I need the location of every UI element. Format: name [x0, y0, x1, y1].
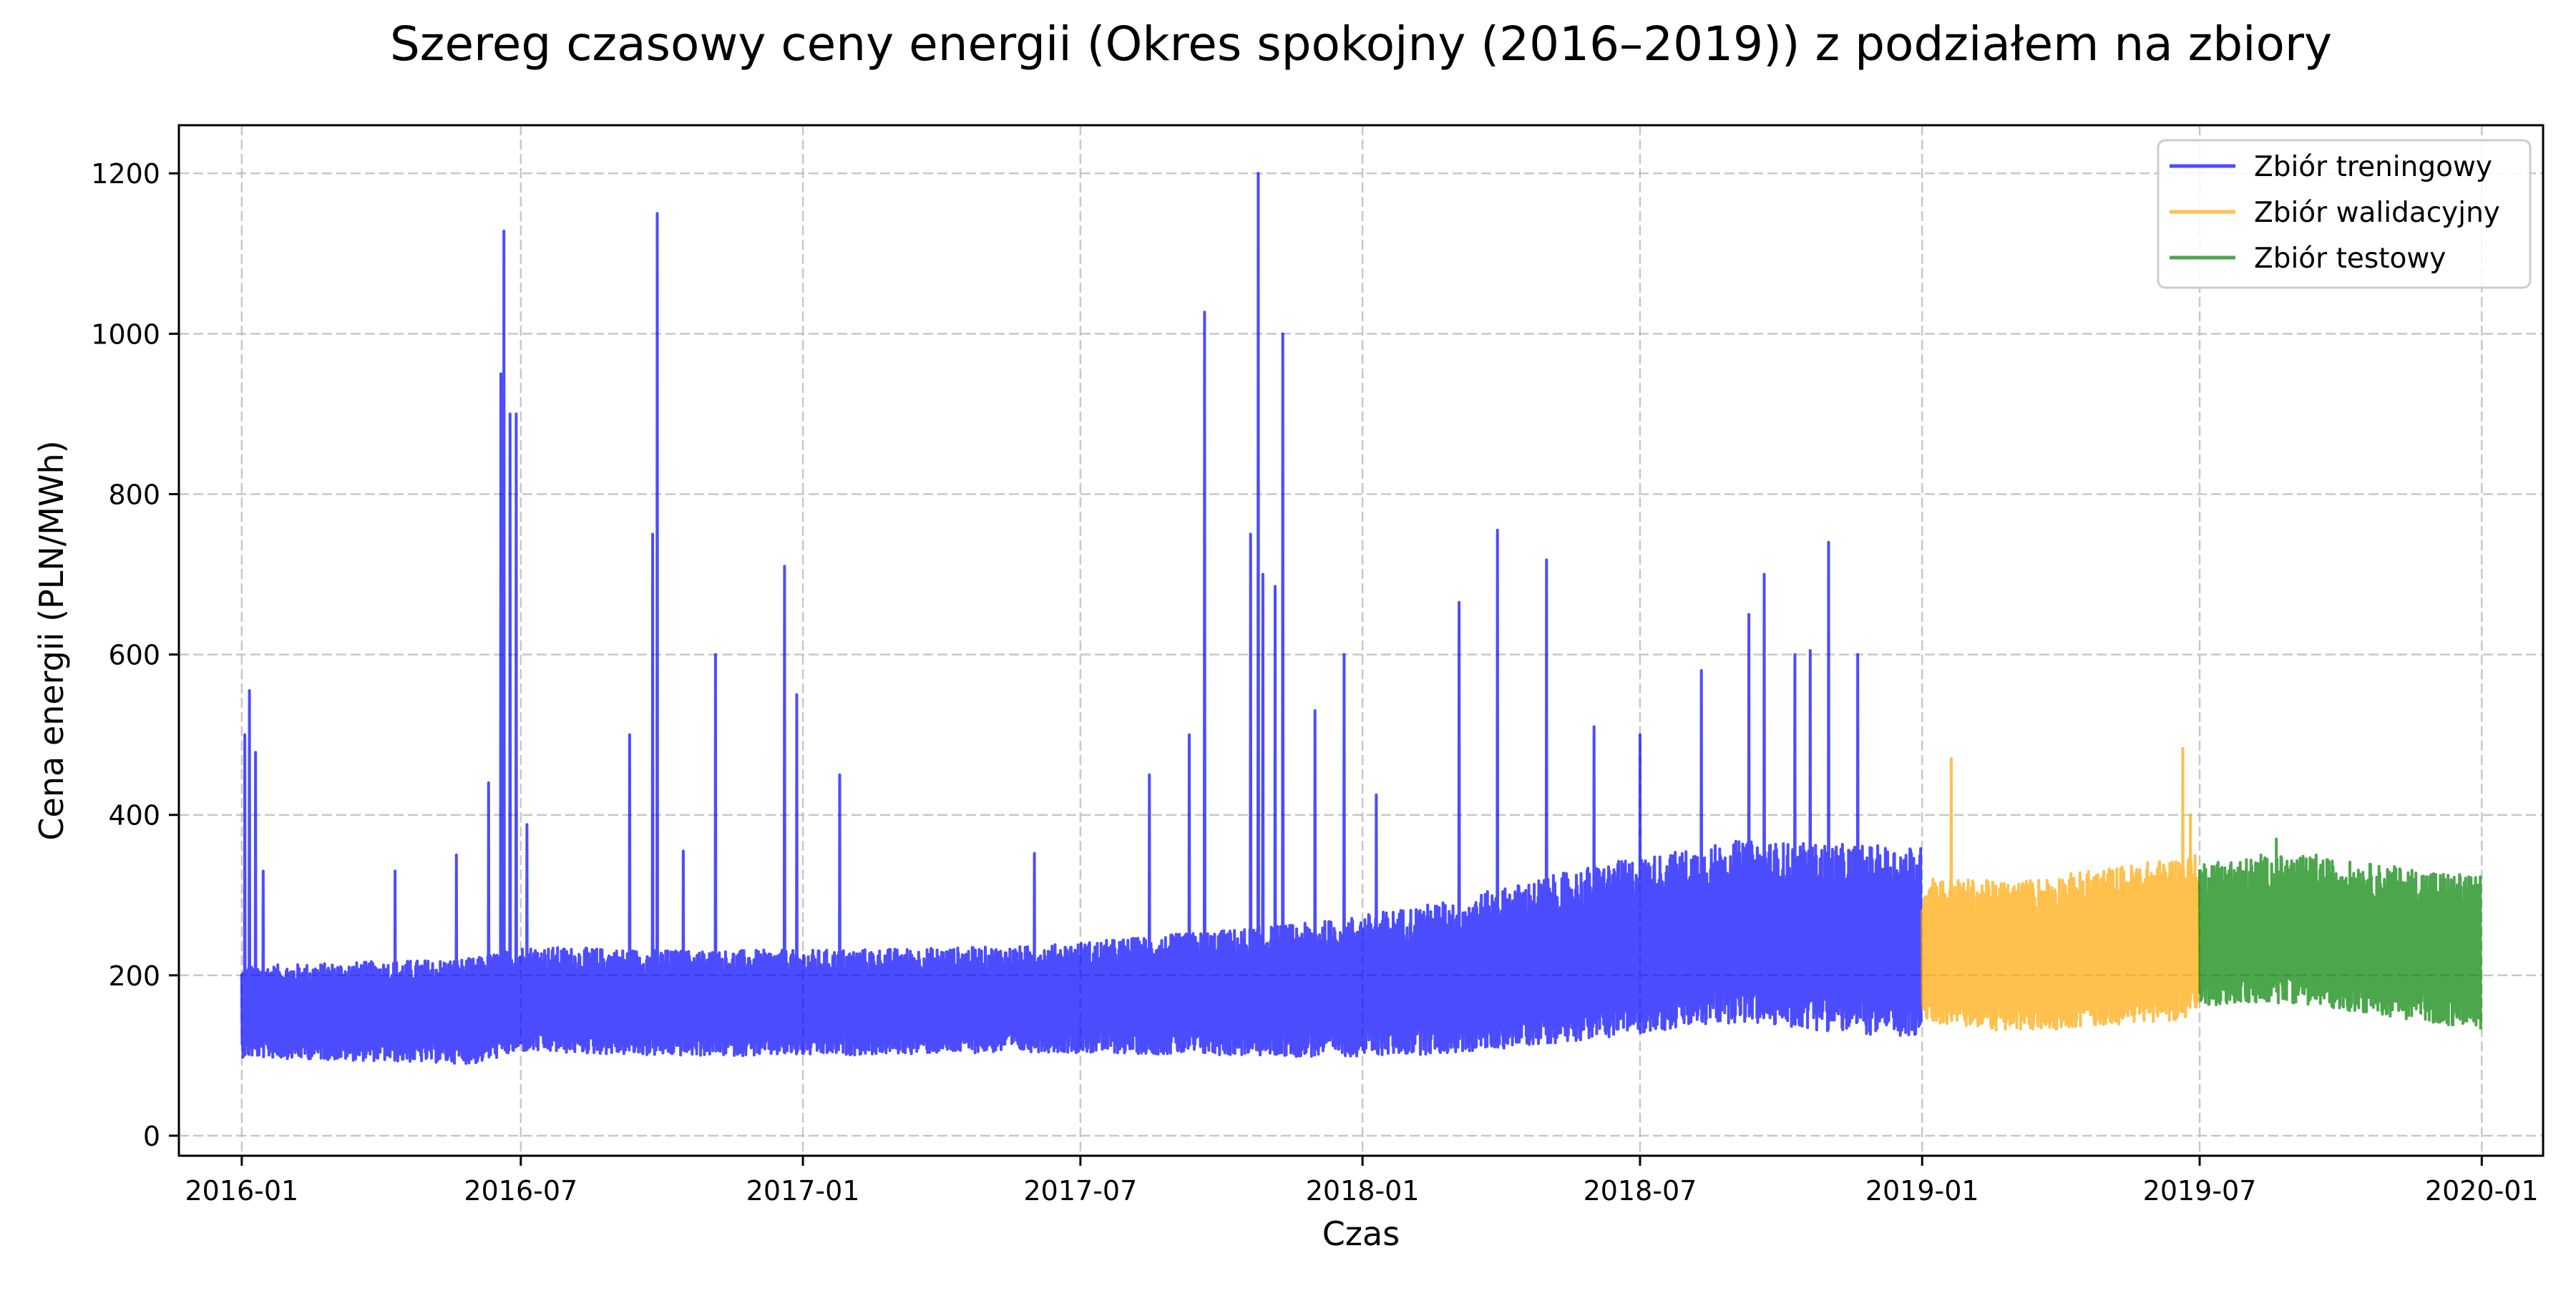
- x-tick-label: 2017-01: [746, 1175, 860, 1207]
- x-tick-label: 2016-01: [185, 1175, 298, 1207]
- chart-title: Szereg czasowy ceny energii (Okres spoko…: [390, 16, 2332, 72]
- legend-label-test: Zbiór testowy: [2254, 243, 2446, 275]
- legend-label-train: Zbiór treningowy: [2254, 151, 2492, 183]
- series-line-test: [2198, 837, 2482, 1030]
- y-tick-label: 600: [108, 640, 160, 671]
- y-tick-label: 1000: [91, 318, 160, 350]
- x-tick-label: 2019-01: [1865, 1175, 1979, 1207]
- legend-frame: [2157, 139, 2532, 289]
- y-tick-label: 1200: [91, 158, 160, 190]
- x-tick-label: 2018-07: [1584, 1175, 1697, 1207]
- series-layer: [240, 172, 2482, 1065]
- y-tick-label: 200: [108, 960, 160, 992]
- x-tick-label: 2018-01: [1306, 1175, 1420, 1207]
- plot-frame: [177, 124, 2545, 1157]
- x-tick-label: 2016-07: [464, 1175, 577, 1207]
- x-tick-label: 2019-07: [2143, 1175, 2257, 1207]
- axes-layer: 0 200 400 600 800 1000 1200 2016-01 2016-07 2017-…: [91, 158, 2538, 1207]
- y-axis-label: Cena energii (PLN/MWh): [32, 440, 71, 840]
- x-axis-label: Czas: [1322, 1214, 1400, 1253]
- x-tick-label: 2020-01: [2425, 1175, 2539, 1207]
- x-tick-label: 2017-07: [1024, 1175, 1138, 1207]
- y-tick-label: 800: [108, 479, 160, 510]
- legend-label-validation: Zbiór walidacyjny: [2254, 197, 2500, 229]
- legend: Zbiór treningowy Zbiór walidacyjny Zbiór…: [2157, 139, 2532, 289]
- series-line-train: [240, 172, 1923, 1065]
- series-line-validation: [1921, 746, 2200, 1032]
- y-tick-label: 400: [108, 800, 160, 832]
- y-tick-label: 0: [143, 1121, 160, 1152]
